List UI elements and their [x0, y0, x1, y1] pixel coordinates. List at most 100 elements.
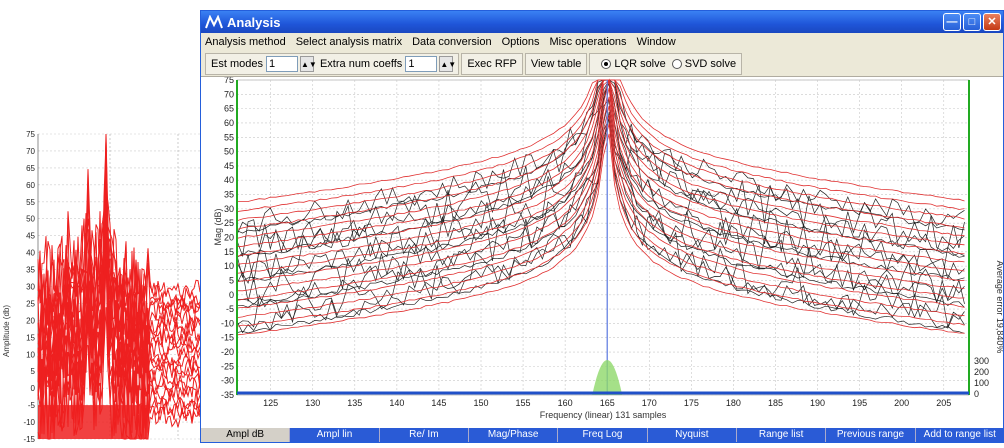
right-tick-label: 100 — [974, 378, 989, 388]
tab-previous-range[interactable]: Previous range — [826, 428, 916, 442]
bg-y-tick-label: 55 — [26, 198, 35, 207]
bg-noise-fill — [38, 405, 148, 439]
y-tick-label: 45 — [224, 161, 234, 171]
lqr-solve-radio[interactable] — [601, 58, 612, 69]
frf-curve — [236, 133, 965, 336]
y-tick-label: 70 — [224, 89, 234, 99]
bg-y-tick-label: 15 — [26, 333, 35, 342]
window-title: Analysis — [227, 14, 281, 30]
y-tick-label: 50 — [224, 147, 234, 157]
frf-curve — [236, 99, 965, 308]
bg-y-tick-label: 30 — [26, 283, 35, 292]
close-icon[interactable]: ✕ — [983, 13, 1001, 31]
tab-range-list[interactable]: Range list — [737, 428, 827, 442]
bg-y-tick-label: -15 — [23, 435, 35, 443]
analysis-window: Analysis — □ ✕ Analysis method Select an… — [200, 10, 1004, 443]
y-tick-label: 5 — [229, 275, 234, 285]
right-tick-label: 300 — [974, 356, 989, 366]
tab-nyquist[interactable]: Nyquist — [648, 428, 737, 442]
frf-curve — [236, 79, 965, 283]
view-table-button[interactable]: View table — [524, 52, 588, 75]
bg-ylabel: Amplitude (db) — [2, 305, 11, 357]
bg-y-tick-label: 10 — [26, 350, 35, 359]
x-tick-label: 180 — [726, 398, 741, 408]
x-tick-label: 130 — [305, 398, 320, 408]
y-tick-label: 0 — [229, 290, 234, 300]
y-tick-label: -20 — [221, 347, 234, 357]
bg-y-tick-label: 0 — [31, 384, 36, 393]
frf-curve — [236, 79, 965, 248]
tab-mag-phase[interactable]: Mag/Phase — [469, 428, 559, 442]
frf-curve — [236, 78, 965, 274]
x-tick-label: 170 — [642, 398, 657, 408]
titlebar[interactable]: Analysis — □ ✕ — [201, 11, 1003, 33]
est-modes-group: Est modes 1 ▲▼ Extra num coeffs 1 ▲▼ — [205, 52, 460, 75]
bg-y-tick-label: 25 — [26, 299, 35, 308]
y-tick-label: 10 — [224, 261, 234, 271]
svd-solve-radio[interactable] — [671, 58, 682, 69]
est-modes-input[interactable]: 1 — [265, 55, 298, 72]
bg-y-tick-label: 65 — [26, 164, 35, 173]
x-tick-label: 190 — [810, 398, 825, 408]
x-tick-label: 185 — [768, 398, 783, 408]
menu-data-conversion[interactable]: Data conversion — [412, 36, 492, 48]
bg-y-tick-label: 60 — [26, 181, 35, 190]
right-tick-label: 0 — [974, 389, 979, 399]
right-tick-label: 200 — [974, 367, 989, 377]
x-tick-label: 175 — [684, 398, 699, 408]
main-ylabel: Mag (dB) — [213, 208, 223, 245]
frf-curve — [236, 79, 965, 230]
exec-rfp-label: Exec RFP — [467, 57, 517, 70]
app-logo-icon — [205, 15, 223, 29]
x-tick-label: 195 — [852, 398, 867, 408]
main-plot-svg: 757065605550454035302520151050-5-10-15-2… — [213, 75, 1004, 420]
y-tick-label: 20 — [224, 233, 234, 243]
bg-y-tick-label: 35 — [26, 266, 35, 275]
bg-y-tick-label: -10 — [23, 418, 35, 427]
x-tick-label: 155 — [516, 398, 531, 408]
extra-coeffs-spinner[interactable]: ▲▼ — [439, 55, 456, 72]
minimize-icon[interactable]: — — [943, 13, 961, 31]
tab-ampl-lin[interactable]: Ampl lin — [290, 428, 380, 442]
y-tick-label: -25 — [221, 361, 234, 371]
y-tick-label: 35 — [224, 190, 234, 200]
exec-rfp-button[interactable]: Exec RFP — [461, 52, 523, 75]
bg-frf-curve — [37, 188, 207, 353]
frf-curve — [236, 79, 965, 202]
bg-y-tick-label: 5 — [31, 367, 36, 376]
y-tick-label: 25 — [224, 218, 234, 228]
bg-frf-curve — [37, 257, 207, 440]
frf-curve — [236, 79, 965, 257]
y-tick-label: -15 — [221, 333, 234, 343]
est-modes-spinner[interactable]: ▲▼ — [299, 55, 317, 72]
frf-curve — [236, 79, 965, 265]
solver-group: LQR solve SVD solve — [589, 52, 743, 75]
frf-curve — [236, 79, 965, 239]
menu-select-analysis-matrix[interactable]: Select analysis matrix — [295, 36, 403, 48]
tab-freq-log[interactable]: Freq Log — [558, 428, 648, 442]
tab-ampl-db[interactable]: Ampl dB — [201, 428, 291, 442]
frf-curve — [236, 115, 965, 318]
bg-y-tick-label: 75 — [26, 130, 35, 139]
main-plot-area[interactable]: 75 70 65 60 55 50 45 40 35 30 25 20 15 10 5 0 -5 -10 -15 -2… — [201, 75, 1004, 432]
y-tick-label: 55 — [224, 132, 234, 142]
x-tick-label: 125 — [263, 398, 278, 408]
bg-y-tick-label: 45 — [26, 232, 35, 241]
y-tick-label: 75 — [224, 77, 234, 85]
est-modes-label: Est modes — [211, 57, 263, 70]
menu-analysis-method[interactable]: Analysis method — [205, 36, 286, 48]
x-tick-label: 160 — [558, 398, 573, 408]
tab-add-to-range-list[interactable]: Add to range list — [916, 428, 1003, 442]
y-tick-label: 30 — [224, 204, 234, 214]
error-peak-indicator — [592, 360, 623, 395]
bg-y-tick-label: 70 — [26, 147, 35, 156]
y-tick-label: -35 — [221, 390, 234, 400]
menu-window[interactable]: Window — [636, 36, 676, 48]
right-axis-label: Average error 19,840% — [995, 261, 1004, 354]
extra-coeffs-input[interactable]: 1 — [405, 55, 438, 72]
menu-options[interactable]: Options — [501, 36, 540, 48]
maximize-icon[interactable]: □ — [963, 13, 981, 31]
tab-re-im[interactable]: Re/ Im — [380, 428, 469, 442]
svd-solve-label: SVD solve — [684, 57, 737, 70]
menu-misc-operations[interactable]: Misc operations — [549, 36, 627, 48]
